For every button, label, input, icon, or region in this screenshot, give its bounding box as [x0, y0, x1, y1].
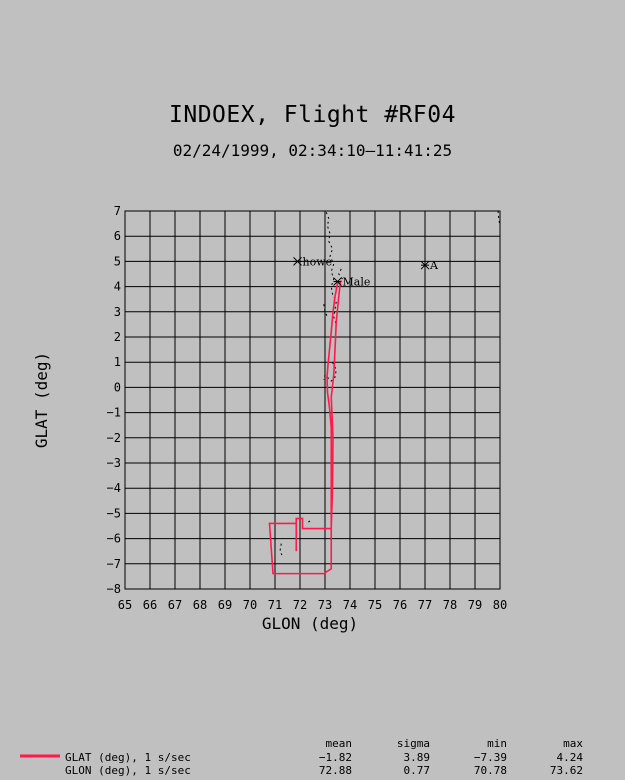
x-tick-label: 78	[443, 598, 457, 612]
stats-glat-max: 4.24	[556, 751, 584, 764]
coastline-segment	[323, 304, 328, 318]
stats-header-sigma: sigma	[396, 737, 430, 750]
location-marker: A	[420, 259, 439, 272]
coastline	[279, 210, 501, 557]
stats-label-glon: GLON (deg), 1 s/sec	[65, 764, 191, 777]
y-tick-label: 6	[114, 229, 121, 243]
x-tick-label: 70	[243, 598, 257, 612]
marker-label: howe	[303, 255, 333, 268]
y-axis-label: GLAT (deg)	[32, 352, 51, 448]
x-tick-label: 79	[468, 598, 482, 612]
y-tick-label: −7	[107, 557, 121, 571]
marker-label: Male	[343, 276, 371, 289]
x-tick-label: 67	[168, 598, 182, 612]
x-tick-label: 75	[368, 598, 382, 612]
y-tick-label: −5	[107, 506, 121, 520]
y-tick-label: −1	[107, 406, 121, 420]
location-marker: Male	[333, 276, 371, 289]
x-tick-label: 73	[318, 598, 332, 612]
y-tick-label: −4	[107, 481, 121, 495]
y-tick-label: −8	[107, 582, 121, 596]
coastline-segment	[323, 361, 337, 382]
stats-glon-max: 73.62	[549, 764, 583, 777]
x-tick-label: 76	[393, 598, 407, 612]
x-tick-label: 68	[193, 598, 207, 612]
stats-glon-sigma: 0.77	[403, 764, 431, 777]
marker-label: A	[429, 259, 439, 272]
x-tick-label: 74	[343, 598, 357, 612]
x-tick-label: 80	[493, 598, 507, 612]
flight-track	[268, 279, 342, 575]
stats-label-glat: GLAT (deg), 1 s/sec	[65, 751, 191, 764]
stats-glon-mean: 72.88	[318, 764, 352, 777]
location-marker: howe	[293, 255, 333, 268]
y-tick-label: −2	[107, 431, 121, 445]
chart-title: INDOEX, Flight #RF04	[169, 102, 456, 128]
stats-glon-min: 70.78	[473, 764, 507, 777]
y-tick-label: 3	[114, 305, 121, 319]
x-tick-label: 71	[268, 598, 282, 612]
chart-subtitle: 02/24/1999, 02:34:10–11:41:25	[172, 141, 453, 160]
stats-glat-mean: −1.82	[318, 751, 352, 764]
x-tick-label: 66	[143, 598, 157, 612]
y-tick-label: 0	[114, 380, 121, 394]
coastline-segment	[279, 543, 283, 557]
coastline-segment	[338, 268, 343, 280]
stats-glat-sigma: 3.89	[403, 751, 431, 764]
legend-swatch-glat	[20, 754, 60, 758]
coastline-segment	[305, 520, 311, 524]
series-line-glat	[268, 279, 342, 575]
y-tick-label: −3	[107, 456, 121, 470]
x-tick-label: 72	[293, 598, 307, 612]
plot-frame	[124, 210, 501, 590]
stats-header-max: max	[563, 737, 583, 750]
x-tick-label: 69	[218, 598, 232, 612]
stats-header-min: min	[487, 737, 507, 750]
x-tick-label: 65	[118, 598, 132, 612]
x-tick-label: 77	[418, 598, 432, 612]
tick-labels: 65 66 67 68 69 70 71 72 73 74 75 76 77 78 79 8076543210…	[107, 204, 508, 612]
y-tick-label: 2	[114, 330, 121, 344]
location-markers: howe Male A	[293, 255, 439, 289]
stats-panel: mean sigma min max GLAT (deg), 1 s/sec −…	[0, 735, 625, 780]
x-axis-label: GLON (deg)	[262, 614, 358, 633]
y-tick-label: 1	[114, 355, 121, 369]
y-tick-label: 4	[114, 280, 121, 294]
stats-glat-min: −7.39	[473, 751, 507, 764]
grid	[124, 210, 501, 590]
y-tick-label: −6	[107, 532, 121, 546]
stats-header-mean: mean	[325, 737, 353, 750]
y-tick-label: 5	[114, 254, 121, 268]
y-tick-label: 7	[114, 204, 121, 218]
